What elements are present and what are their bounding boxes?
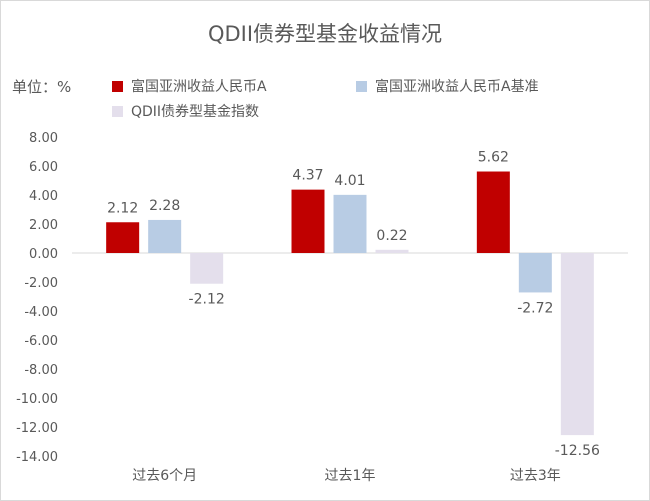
legend-swatch	[356, 81, 367, 92]
data-label: 2.28	[149, 198, 180, 214]
unit-label: 单位：%	[12, 78, 72, 96]
y-tick-label: 4.00	[29, 189, 58, 204]
y-tick-label: -14.00	[16, 450, 58, 465]
legend-swatch	[112, 81, 123, 92]
legend-label: 富国亚洲收益人民币A基准	[375, 79, 539, 95]
y-tick-label: -6.00	[24, 334, 58, 349]
x-tick-label: 过去1年	[325, 468, 376, 484]
bar-series-1	[106, 222, 140, 253]
data-label: 2.12	[107, 200, 138, 216]
bar-series-3	[375, 249, 409, 253]
data-label: 4.01	[334, 173, 365, 189]
bar-series-3	[190, 253, 224, 284]
bar-series-3	[560, 253, 594, 436]
chart-title: QDII债券型基金收益情况	[207, 22, 443, 46]
x-tick-label: 过去3年	[510, 468, 561, 484]
data-label: -2.72	[517, 300, 553, 316]
y-tick-label: 6.00	[29, 160, 58, 175]
y-tick-label: 8.00	[29, 131, 58, 146]
bar-series-2	[333, 194, 367, 253]
bar-series-1	[476, 171, 510, 253]
legend-label: QDII债券型基金指数	[131, 104, 260, 120]
legend-item-series-2: 富国亚洲收益人民币A基准	[356, 76, 539, 96]
y-tick-label: -12.00	[16, 421, 58, 436]
legend-label: 富国亚洲收益人民币A	[131, 79, 267, 95]
y-tick-label: -10.00	[16, 392, 58, 407]
data-label: -2.12	[189, 292, 225, 308]
bar-series-2	[518, 253, 552, 293]
data-label: 0.22	[376, 228, 407, 244]
bar-series-2	[148, 219, 182, 253]
bar-series-1	[291, 189, 325, 253]
y-tick-label: -4.00	[24, 305, 58, 320]
legend-item-series-1: 富国亚洲收益人民币A	[112, 76, 267, 96]
y-tick-label: 2.00	[29, 218, 58, 233]
y-tick-label: -8.00	[24, 363, 58, 378]
data-label: 4.37	[292, 168, 323, 184]
data-label: 5.62	[478, 150, 509, 166]
data-label: -12.56	[555, 443, 600, 459]
legend-swatch	[112, 106, 123, 117]
y-tick-label: 0.00	[29, 247, 58, 262]
x-tick-label: 过去6个月	[132, 468, 197, 484]
legend-item-series-3: QDII债券型基金指数	[112, 101, 259, 121]
y-tick-label: -2.00	[24, 276, 58, 291]
